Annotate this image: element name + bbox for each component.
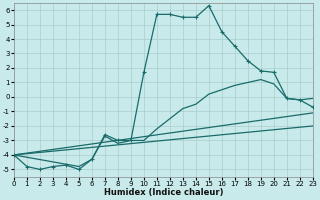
X-axis label: Humidex (Indice chaleur): Humidex (Indice chaleur)	[104, 188, 223, 197]
